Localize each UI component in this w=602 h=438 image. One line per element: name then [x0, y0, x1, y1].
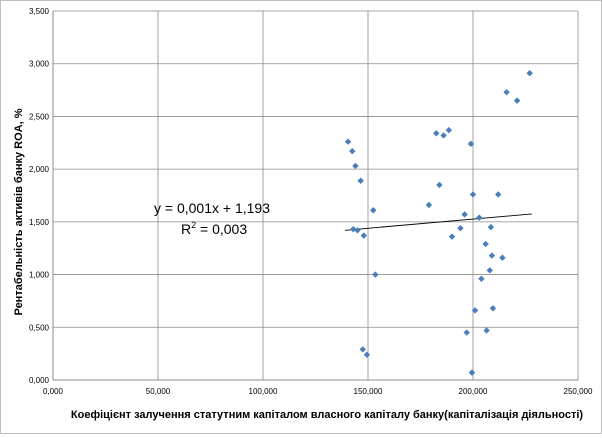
- data-point: [363, 351, 371, 358]
- axes: [52, 11, 578, 381]
- grid-lines: [53, 10, 579, 380]
- y-tick-label: 3,000: [29, 60, 50, 69]
- y-tick-label: 1,000: [29, 271, 50, 280]
- data-point: [359, 346, 366, 353]
- trendline-group: [344, 213, 532, 231]
- data-point: [469, 191, 477, 198]
- data-point: [440, 132, 447, 139]
- data-point: [463, 329, 470, 336]
- data-point: [488, 252, 496, 259]
- x-tick-label: 200,000: [459, 387, 488, 396]
- data-point: [471, 307, 479, 314]
- data-point: [487, 223, 495, 231]
- x-tick-label: 0,000: [43, 387, 64, 396]
- data-point: [457, 224, 464, 232]
- data-point: [468, 369, 476, 376]
- y-tick-label: 2,000: [29, 165, 50, 174]
- data-point: [503, 88, 510, 96]
- data-point: [486, 267, 493, 274]
- y-tick-label: 0,500: [29, 323, 50, 332]
- linear-trendline: [344, 213, 532, 231]
- data-point: [476, 214, 483, 221]
- regression-equation: y = 0,001x + 1,193: [154, 200, 270, 216]
- data-point: [495, 191, 502, 198]
- x-tick-label: 50,000: [146, 387, 171, 396]
- data-points: [344, 70, 533, 376]
- x-tick-label: 250,000: [564, 387, 593, 396]
- data-point: [425, 201, 433, 209]
- data-point: [344, 138, 352, 145]
- data-point: [433, 130, 440, 137]
- r-squared-value: = 0,003: [196, 221, 247, 237]
- y-tick-label: 3,500: [29, 7, 50, 16]
- x-tick-label: 150,000: [354, 387, 383, 396]
- data-point: [467, 140, 475, 148]
- data-point: [360, 232, 367, 239]
- data-point: [513, 97, 521, 104]
- data-point: [349, 148, 356, 155]
- r-squared-label: R2 = 0,003: [181, 220, 247, 237]
- data-point: [357, 177, 364, 184]
- y-tick-label: 2,500: [29, 112, 50, 121]
- data-point: [526, 70, 533, 77]
- tick-labels: 0,000 0,500 1,000 1,500 2,000 2,500 3,000 3,500…: [29, 7, 593, 396]
- y-axis-title: Рентабельність активів банку ROA, %: [13, 108, 25, 315]
- data-point: [448, 233, 456, 240]
- data-point: [483, 327, 490, 334]
- data-point: [370, 207, 377, 214]
- y-tick-label: 0,000: [29, 376, 50, 385]
- r-squared-prefix: R: [181, 221, 191, 237]
- data-point: [499, 254, 506, 261]
- data-point: [445, 126, 453, 134]
- r-squared-exponent: 2: [191, 220, 196, 230]
- data-point: [352, 162, 359, 170]
- data-point: [372, 271, 379, 278]
- data-point: [436, 181, 443, 189]
- data-point: [489, 305, 497, 312]
- data-point: [354, 227, 361, 234]
- x-tick-label: 100,000: [249, 387, 278, 396]
- data-point: [478, 275, 485, 282]
- x-axis-title: Коефіцієнт залучення статутним капіталом…: [71, 409, 584, 421]
- y-tick-label: 1,500: [29, 218, 50, 227]
- data-point: [461, 211, 468, 218]
- data-point: [482, 240, 489, 248]
